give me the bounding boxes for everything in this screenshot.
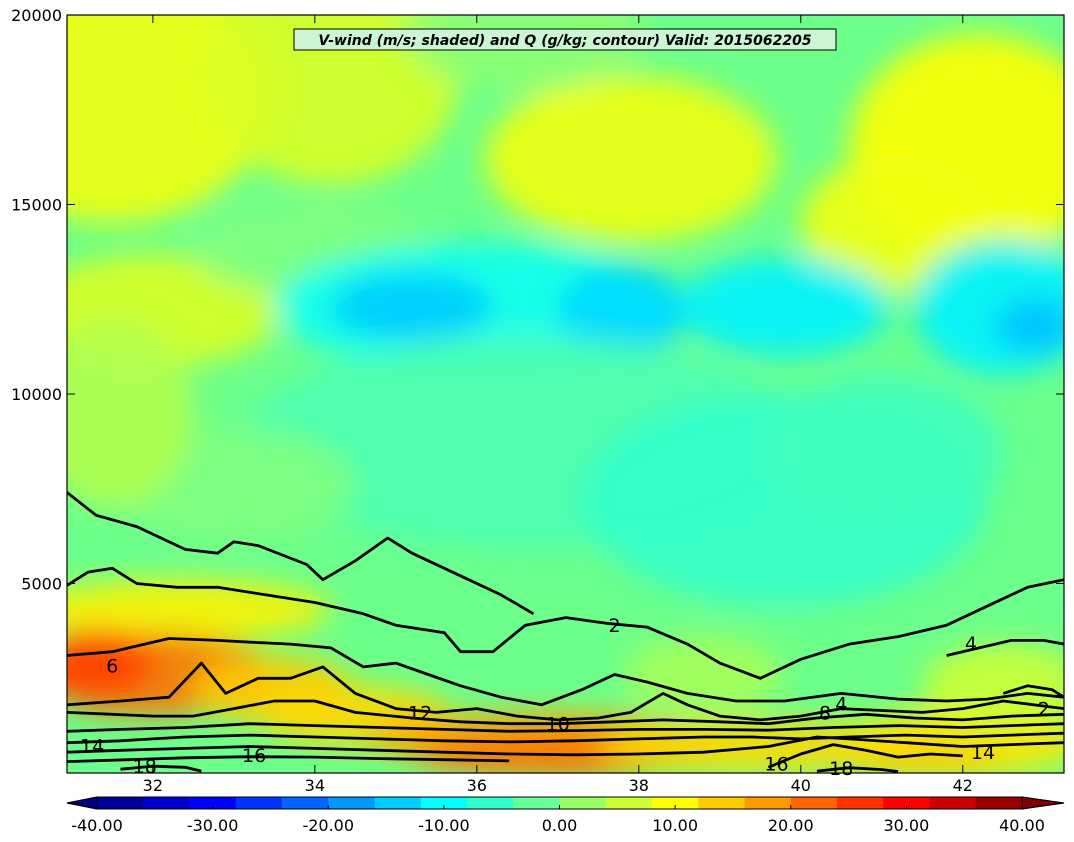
x-tick-label: 36 [467,776,487,795]
colorbar-segment [975,797,1023,809]
field-patch [679,257,890,357]
humidity-contour-line [67,755,510,763]
y-tick-label: 15000 [11,196,62,215]
colorbar-segment [143,797,191,809]
field-patch [67,579,331,641]
colorbar-segment [328,797,376,809]
contour-label: 2 [608,615,620,637]
colorbar-segment [97,797,144,809]
colorbar-segment [282,797,329,809]
field-patch [760,375,1004,527]
field-patch [484,75,777,243]
y-tick-label: 5000 [21,575,62,594]
humidity-contour-line [67,699,1064,726]
colorbar-segment [420,797,468,809]
colorbar-segment [513,797,561,809]
colorbar-segment [374,797,422,809]
contour-label: 14 [80,736,104,758]
field-patch [331,272,494,341]
colorbar-segment [467,797,514,809]
field-patch [557,265,688,357]
contour-label: 18 [829,758,853,780]
colorbar-tick-label: 40.00 [999,816,1045,835]
colorbar-segment [698,797,746,809]
colorbar-segment [744,797,792,809]
humidity-contour-line [67,731,1064,745]
contour-label: 14 [971,742,995,764]
colorbar-segment [929,797,977,809]
colorbar-segment [883,797,931,809]
colorbar-tick-label: -30.00 [187,816,239,835]
colorbar-extend-min [66,796,98,810]
x-tick-label: 40 [791,776,811,795]
colorbar-tick-label: 0.00 [542,816,578,835]
colorbar-segment [837,797,884,809]
y-tick-label: 10000 [11,385,62,404]
humidity-contour-line [67,637,1064,707]
humidity-contour-line [67,566,1064,680]
humidity-contour-line [816,766,899,773]
humidity-contour-line [120,764,202,773]
x-tick-label: 32 [143,776,163,795]
x-axis: 32 34 36 38 40 42 [143,15,973,795]
humidity-contour-line [1002,684,1064,699]
title-text: V-wind (m/s; shaded) and Q (g/kg; contou… [318,33,811,49]
contour-label: 16 [764,754,788,776]
contour-label: 10 [546,714,570,736]
colorbar-segment [235,797,283,809]
x-tick-label: 34 [305,776,325,795]
contour-label: 8 [819,702,831,724]
colorbar-segment [790,797,838,809]
colorbar: -40.00 -30.00 -20.00 -10.00 0.00 10.00 20.00 30… [66,796,1065,835]
field-patch [67,628,153,698]
humidity-contour-line [946,639,1064,657]
humidity-contour-line [67,722,1064,733]
field-patch [67,318,194,508]
humidity-contour-line [767,743,963,769]
colorbar-tick-label: -10.00 [418,816,470,835]
colorbar-extend-max [1021,796,1065,810]
contour-label: 16 [242,745,266,767]
field-patch [995,299,1064,353]
vwind-shaded-field [67,15,1064,773]
contour-label: 2 [1038,699,1050,721]
field-patch [201,15,461,186]
field-patch [922,644,1064,728]
humidity-contour-line [67,661,1064,722]
humidity-contour-line [67,735,1064,757]
colorbar-tick-label: 20.00 [768,816,814,835]
colorbar-tick-label: -20.00 [302,816,354,835]
colorbar-segment [652,797,699,809]
humidity-contour-line [67,491,535,616]
contour-label: 6 [106,656,118,678]
y-tick-label: 20000 [11,6,62,25]
contour-label: 4 [965,633,977,655]
colorbar-tick-label: 30.00 [883,816,929,835]
y-axis: 5000 10000 15000 20000 [11,6,1064,594]
humidity-contours [67,491,1064,773]
colorbar-segment [189,797,237,809]
contour-label: 4 [835,694,847,716]
x-tick-label: 38 [629,776,649,795]
contour-label: 12 [408,702,432,724]
colorbar-tick-label: -40.00 [71,816,123,835]
chart-title: V-wind (m/s; shaded) and Q (g/kg; contou… [293,28,837,51]
colorbar-segment [605,797,653,809]
colorbar-tick-label: 10.00 [652,816,698,835]
colorbar-segment [559,797,607,809]
title-box [293,28,837,51]
x-tick-label: 42 [953,776,973,795]
